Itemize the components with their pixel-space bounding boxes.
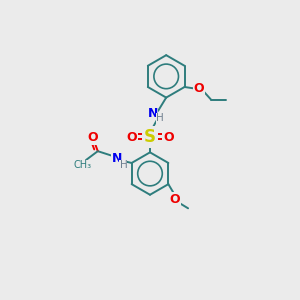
Text: O: O [126,130,137,143]
Text: N: N [148,107,158,120]
Text: S: S [144,128,156,146]
Text: O: O [169,193,180,206]
Text: O: O [87,131,98,144]
Text: O: O [163,130,174,143]
Text: CH₃: CH₃ [74,160,92,170]
Text: N: N [112,152,122,165]
Text: O: O [194,82,204,95]
Text: H: H [156,113,164,124]
Text: H: H [119,160,127,170]
